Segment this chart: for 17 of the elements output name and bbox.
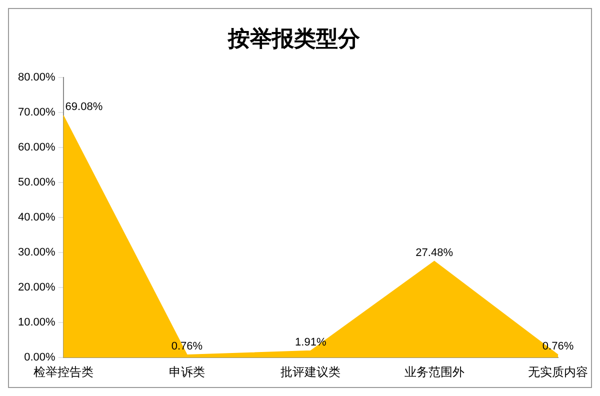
- y-tick-label: 20.00%: [18, 282, 56, 294]
- y-tick-label: 50.00%: [18, 176, 56, 189]
- y-tick-label: 40.00%: [18, 212, 56, 224]
- x-tick-label: 业务范围外: [404, 364, 464, 379]
- data-label: 69.08%: [65, 101, 103, 114]
- x-tick-label: 申诉类: [168, 364, 205, 379]
- x-tick-label: 批评建议类: [280, 364, 341, 379]
- y-tick-label: 0.00%: [24, 352, 56, 364]
- y-tick-label: 70.00%: [18, 106, 56, 118]
- y-tick-label: 80.00%: [18, 71, 56, 84]
- data-label: 27.48%: [416, 246, 454, 259]
- chart-title: 按举报类型分: [227, 26, 361, 52]
- y-tick-label: 30.00%: [18, 246, 56, 259]
- x-tick-label: 检举控告类: [33, 364, 94, 379]
- x-tick-label: 无实质内容: [528, 364, 588, 379]
- y-tick-label: 10.00%: [18, 316, 56, 329]
- y-tick-label: 60.00%: [18, 141, 56, 154]
